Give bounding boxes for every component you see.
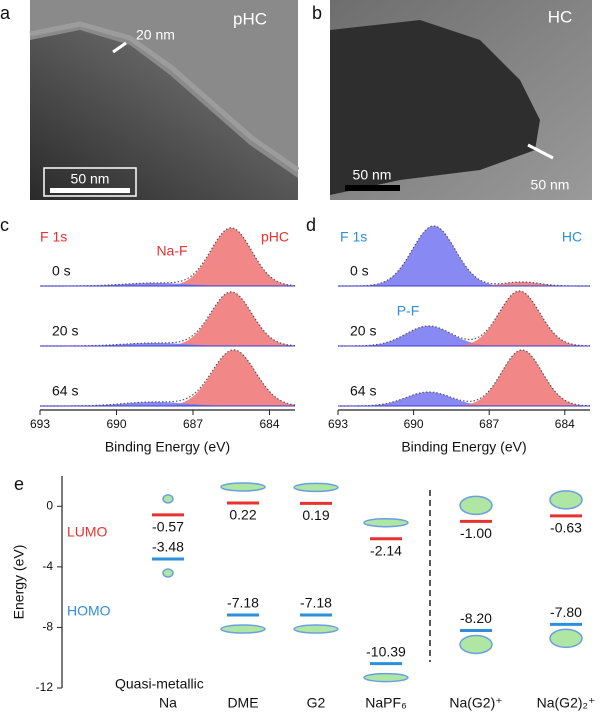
panel-letter: c xyxy=(0,215,9,235)
sample-label: HC xyxy=(548,7,573,26)
orbital-icon xyxy=(549,628,583,649)
legend-label: LUMO xyxy=(67,524,108,540)
tem-edge xyxy=(29,21,300,173)
peak-label: P-F xyxy=(397,303,420,319)
tem-dark-region xyxy=(330,20,540,195)
x-tick-label: 693 xyxy=(30,417,50,431)
size-annotation: 20 nm xyxy=(136,27,175,43)
peak-fit xyxy=(338,291,590,346)
orbital-icon xyxy=(162,494,174,504)
x-axis-label: Binding Energy (eV) xyxy=(401,439,526,455)
peak-label: Na-F xyxy=(156,243,187,259)
x-tick-label: 687 xyxy=(183,417,203,431)
orbital-icon xyxy=(549,490,583,510)
legend-label: HOMO xyxy=(67,603,111,619)
scale-bar xyxy=(345,185,400,191)
y-tick-label: -4 xyxy=(42,559,53,573)
trace-label: 20 s xyxy=(52,323,78,339)
y-tick-label: 0 xyxy=(46,498,53,512)
scale-label: 50 nm xyxy=(71,171,110,187)
level-value: -3.48 xyxy=(152,539,184,555)
peak-fit xyxy=(338,282,590,286)
panel-letter: e xyxy=(14,474,24,494)
orbital-icon xyxy=(363,517,409,528)
envelope xyxy=(40,227,296,287)
peak-fit xyxy=(40,350,295,406)
level-value: -1.00 xyxy=(460,525,492,541)
x-tick-label: 690 xyxy=(106,417,126,431)
scale-box xyxy=(43,167,137,197)
category-label: Na(G2)₂⁺ xyxy=(537,695,596,711)
panel-letter: a xyxy=(0,3,11,23)
orbital-icon xyxy=(459,495,493,516)
arrow xyxy=(112,41,127,54)
y-tick-label: -12 xyxy=(36,680,54,694)
panel-letter: d xyxy=(306,215,316,235)
sample-label: HC xyxy=(562,229,582,245)
level-value: -7.18 xyxy=(300,595,332,611)
category-label: Na(G2)⁺ xyxy=(449,695,502,711)
x-tick-label: 693 xyxy=(328,417,348,431)
x-axis-label: Binding Energy (eV) xyxy=(105,439,230,455)
level-value: -7.80 xyxy=(550,604,582,620)
level-value: 0.19 xyxy=(302,507,329,523)
panel-letter: b xyxy=(312,3,322,23)
trace-label: 0 s xyxy=(52,263,71,279)
scale-label: 50 nm xyxy=(353,167,392,183)
sample-label: pHC xyxy=(233,9,267,28)
arrow xyxy=(527,143,554,160)
level-value: -0.63 xyxy=(550,520,582,536)
spectrum-title: F 1s xyxy=(40,229,67,245)
orbital-icon xyxy=(293,624,339,634)
x-tick-label: 687 xyxy=(479,417,499,431)
envelope xyxy=(337,349,591,407)
peak-fit xyxy=(40,292,295,346)
orbital-icon xyxy=(220,482,266,492)
level-value: -7.18 xyxy=(227,595,259,611)
size-annotation: 50 nm xyxy=(531,177,570,193)
x-tick-label: 684 xyxy=(259,417,279,431)
spectrum-title: F 1s xyxy=(340,229,367,245)
level-value: -0.57 xyxy=(152,519,184,535)
y-tick-label: -8 xyxy=(42,620,53,634)
category-label: Na xyxy=(159,695,177,711)
envelope xyxy=(338,290,591,347)
category-label: NaPF₆ xyxy=(365,695,406,711)
level-value: -2.14 xyxy=(370,542,402,558)
y-axis-label: Energy (eV) xyxy=(11,545,27,620)
orbital-icon xyxy=(363,672,409,683)
annotation: Quasi-metallic xyxy=(115,676,204,692)
trace-label: 64 s xyxy=(52,383,78,399)
x-tick-label: 690 xyxy=(404,417,424,431)
level-value: -8.20 xyxy=(460,610,492,626)
envelope xyxy=(338,225,590,287)
trace-label: 0 s xyxy=(350,263,369,279)
peak-fit xyxy=(40,343,295,346)
orbital-icon xyxy=(162,568,174,578)
peak-fit xyxy=(40,283,295,286)
peak-fit xyxy=(338,392,590,406)
scale-bar xyxy=(50,188,130,193)
orbital-icon xyxy=(293,482,339,493)
peak-fit xyxy=(40,228,295,286)
level-value: -10.39 xyxy=(366,643,406,659)
orbital-icon xyxy=(459,634,493,655)
peak-fit xyxy=(338,326,590,346)
peak-fit xyxy=(338,350,590,406)
sample-label: pHC xyxy=(261,229,289,245)
tem-dark-region xyxy=(30,30,298,200)
x-tick-label: 684 xyxy=(555,417,575,431)
trace-label: 64 s xyxy=(350,383,376,399)
peak-fit xyxy=(338,226,590,286)
category-label: G2 xyxy=(307,695,326,711)
level-value: 0.22 xyxy=(229,507,256,523)
category-label: DME xyxy=(227,695,258,711)
orbital-icon xyxy=(220,624,266,634)
trace-label: 20 s xyxy=(350,323,376,339)
